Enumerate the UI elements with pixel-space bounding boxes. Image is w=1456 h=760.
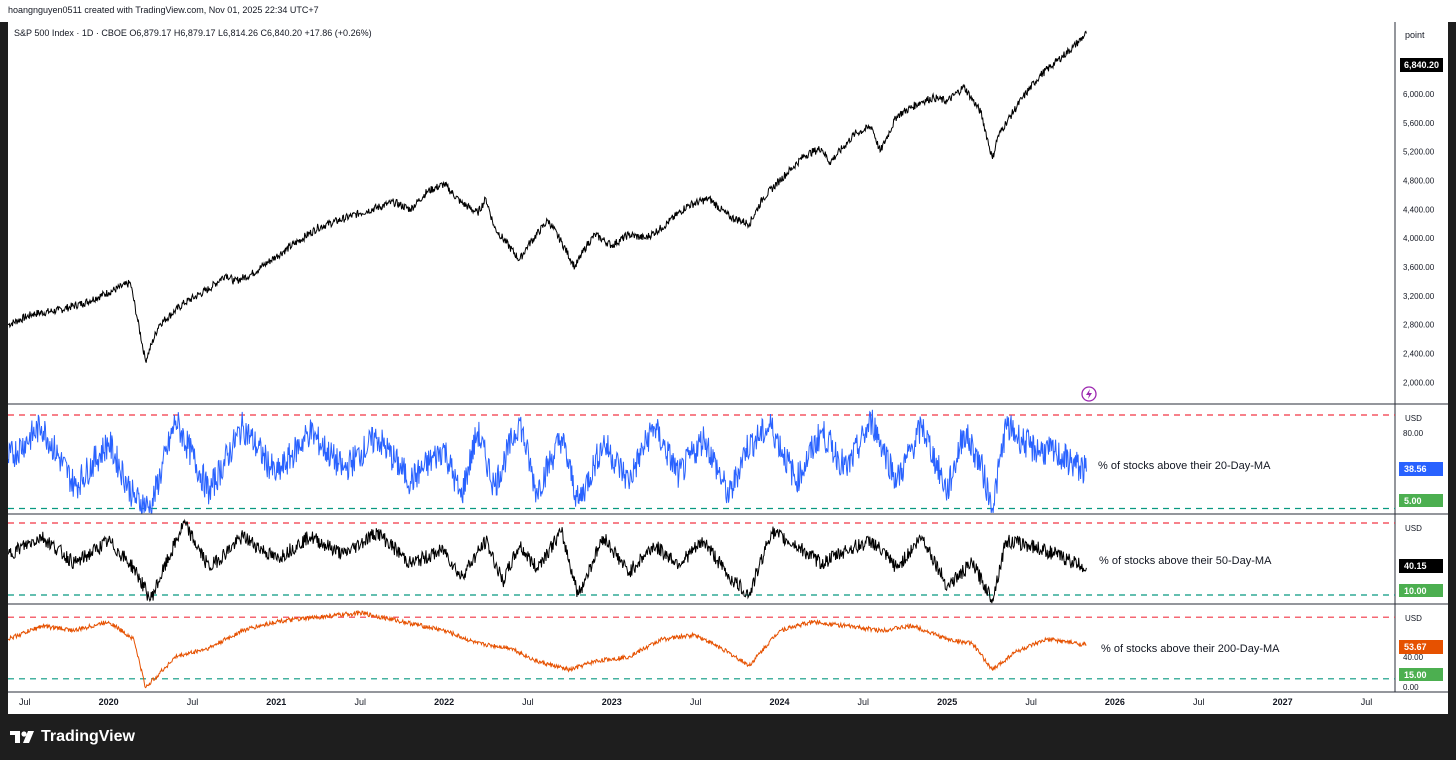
time-axis-tick: 2023	[602, 697, 622, 707]
price-axis-tick: 2,400.00	[1403, 350, 1435, 359]
chart-svg[interactable]: 6,400.006,000.005,600.005,200.004,800.00…	[7, 22, 1448, 714]
price-axis-tick: 2,000.00	[1403, 378, 1435, 387]
price-axis-tick: 3,600.00	[1403, 263, 1435, 272]
attribution-text: hoangnguyen0511 created with TradingView…	[8, 5, 319, 15]
time-axis-tick: Jul	[858, 697, 870, 707]
top-attribution-bar: hoangnguyen0511 created with TradingView…	[0, 0, 1456, 22]
p20-series-line	[7, 409, 1087, 514]
price-axis-tick: 4,800.00	[1403, 177, 1435, 186]
p200-series-line	[7, 610, 1087, 689]
p20-low-value: 5.00	[1404, 496, 1422, 506]
price-last-badge: 6,840.20	[1400, 58, 1443, 72]
p50-low-value: 10.00	[1404, 586, 1427, 596]
p50-scale-unit[interactable]: USD	[1405, 524, 1422, 533]
time-axis-tick: 2021	[266, 697, 286, 707]
p20-label: % of stocks above their 20-Day-MA	[1098, 460, 1271, 472]
footer-bar: TradingView	[0, 714, 1456, 760]
lightning-icon[interactable]	[1081, 386, 1097, 402]
tradingview-brand: TradingView	[41, 728, 135, 745]
series-layer	[7, 30, 1087, 689]
p200-low-value: 15.00	[1404, 670, 1427, 680]
p50-series-line	[7, 518, 1087, 604]
p50-last-badge: 40.15	[1399, 559, 1443, 573]
p200-scale-unit[interactable]: USD	[1405, 614, 1422, 623]
p20-tick-80: 80.00	[1403, 429, 1424, 438]
price-axis-tick: 5,200.00	[1403, 148, 1435, 157]
p50-label: % of stocks above their 50-Day-MA	[1099, 555, 1272, 567]
time-axis-tick: Jul	[354, 697, 366, 707]
p200-tick-40: 40.00	[1403, 653, 1424, 662]
axis-layer: 6,400.006,000.005,600.005,200.004,800.00…	[19, 61, 1435, 707]
time-axis-tick: Jul	[522, 697, 534, 707]
tradingview-logo-icon	[10, 731, 34, 743]
price-series-line	[7, 30, 1087, 363]
p20-last-value: 38.56	[1404, 464, 1427, 474]
price-axis-tick: 4,400.00	[1403, 205, 1435, 214]
price-axis-tick: 3,200.00	[1403, 292, 1435, 301]
time-axis-tick: Jul	[187, 697, 199, 707]
chart-area[interactable]: 6,400.006,000.005,600.005,200.004,800.00…	[7, 22, 1448, 714]
tradingview-logo[interactable]: TradingView	[10, 728, 135, 746]
p50-last-value: 40.15	[1404, 561, 1427, 571]
p50-low-badge: 10.00	[1399, 584, 1443, 597]
p20-scale-unit[interactable]: USD	[1405, 414, 1422, 423]
time-axis-tick: 2020	[99, 697, 119, 707]
price-last-value: 6,840.20	[1404, 60, 1439, 70]
time-axis-tick: Jul	[1361, 697, 1373, 707]
p200-last-value: 53.67	[1404, 642, 1427, 652]
price-scale-unit[interactable]: point	[1405, 30, 1425, 40]
time-axis-tick: 2026	[1105, 697, 1125, 707]
price-axis-tick: 2,800.00	[1403, 321, 1435, 330]
reference-lines	[8, 414, 1395, 680]
time-axis-tick: Jul	[1193, 697, 1205, 707]
p200-last-badge: 53.67	[1399, 640, 1443, 654]
p200-label: % of stocks above their 200-Day-MA	[1101, 643, 1280, 655]
price-axis-tick: 4,000.00	[1403, 234, 1435, 243]
symbol-legend: S&P 500 Index · 1D · CBOE O6,879.17 H6,8…	[14, 28, 372, 38]
time-axis-tick: 2025	[937, 697, 957, 707]
time-axis-tick: 2022	[434, 697, 454, 707]
p200-low-badge: 15.00	[1399, 668, 1443, 681]
p200-tick-0: 0.00	[1403, 683, 1419, 692]
time-axis-tick: 2024	[769, 697, 789, 707]
time-axis-tick: Jul	[1025, 697, 1037, 707]
time-axis-tick: Jul	[19, 697, 31, 707]
price-axis-tick: 5,600.00	[1403, 119, 1435, 128]
chart-frame	[8, 22, 1448, 693]
time-axis-tick: 2027	[1273, 697, 1293, 707]
time-axis-tick: Jul	[690, 697, 702, 707]
price-axis-tick: 6,000.00	[1403, 90, 1435, 99]
p20-low-badge: 5.00	[1399, 494, 1443, 507]
p20-last-badge: 38.56	[1399, 462, 1443, 476]
